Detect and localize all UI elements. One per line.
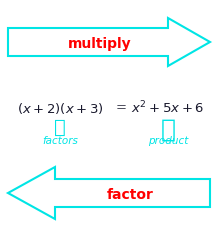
Text: factor: factor [107,188,153,202]
Text: ⏟: ⏟ [54,118,66,137]
Text: factors: factors [42,136,78,146]
Text: product: product [148,136,188,146]
Text: ⏟: ⏟ [161,118,176,142]
Text: $(x + 2)(x + 3)$: $(x + 2)(x + 3)$ [17,101,103,116]
Text: multiply: multiply [68,37,132,51]
Text: =: = [115,101,127,114]
Text: $x^2 + 5x + 6$: $x^2 + 5x + 6$ [131,100,205,116]
